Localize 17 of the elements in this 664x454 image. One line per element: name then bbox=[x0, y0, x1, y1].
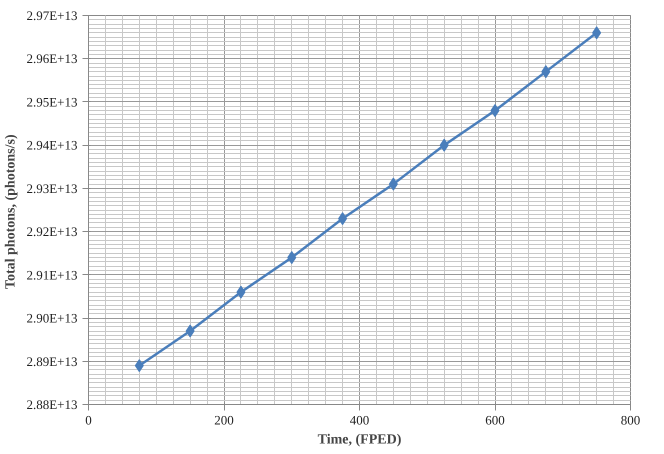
y-tick-label: 2.96E+13 bbox=[26, 51, 78, 66]
y-tick-label: 2.92E+13 bbox=[26, 224, 78, 240]
x-tick-label: 200 bbox=[214, 412, 234, 428]
y-tick-label: 2.93E+13 bbox=[26, 180, 78, 196]
x-axis-title: Time, (FPED) bbox=[318, 432, 402, 448]
y-tick-label: 2.90E+13 bbox=[26, 310, 78, 326]
y-tick-label: 2.97E+13 bbox=[26, 8, 78, 23]
x-tick-label: 800 bbox=[620, 412, 640, 428]
x-tick-label: 600 bbox=[485, 412, 505, 428]
y-tick-label: 2.94E+13 bbox=[26, 138, 78, 153]
y-tick-label: 2.95E+13 bbox=[26, 94, 78, 110]
x-tick-label: 400 bbox=[350, 412, 370, 428]
y-tick-label: 2.88E+13 bbox=[26, 397, 78, 412]
y-tick-label: 2.91E+13 bbox=[26, 267, 78, 282]
y-axis-title: Total photons, (photons/s) bbox=[3, 134, 18, 290]
x-tick-label: 0 bbox=[85, 412, 92, 428]
y-tick-label: 2.89E+13 bbox=[26, 354, 78, 369]
